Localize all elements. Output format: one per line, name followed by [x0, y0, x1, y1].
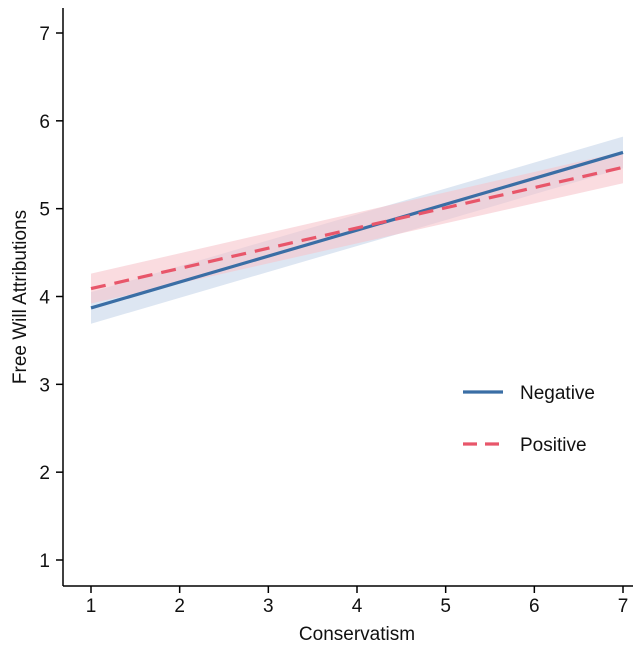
y-tick-label: 5 — [39, 200, 50, 221]
y-tick-label: 4 — [39, 288, 50, 309]
y-axis-ticks: 1 2 3 4 5 6 7 — [39, 24, 63, 572]
x-tick-label: 4 — [352, 596, 363, 617]
x-tick-label: 6 — [529, 596, 540, 617]
x-tick-label: 1 — [86, 596, 97, 617]
x-tick-label: 3 — [263, 596, 274, 617]
y-tick-label: 3 — [39, 375, 50, 396]
series-lines — [90, 150, 624, 310]
y-axis-label: Free Will Attributions — [10, 210, 31, 384]
y-tick-label: 2 — [39, 463, 50, 484]
x-axis-ticks: 1 2 3 4 5 6 7 — [86, 586, 629, 617]
legend-label-positive: Positive — [520, 435, 587, 456]
x-tick-label: 2 — [174, 596, 185, 617]
y-tick-label: 1 — [39, 551, 50, 572]
x-tick-label: 5 — [440, 596, 451, 617]
x-axis-label: Conservatism — [299, 624, 415, 645]
series-line-negative — [90, 150, 624, 310]
legend-label-negative: Negative — [520, 383, 595, 404]
x-tick-label: 7 — [618, 596, 629, 617]
series-line-positive — [90, 165, 624, 291]
y-tick-label: 7 — [39, 24, 50, 45]
legend: Negative Positive — [463, 383, 595, 456]
y-tick-label: 6 — [39, 112, 50, 133]
